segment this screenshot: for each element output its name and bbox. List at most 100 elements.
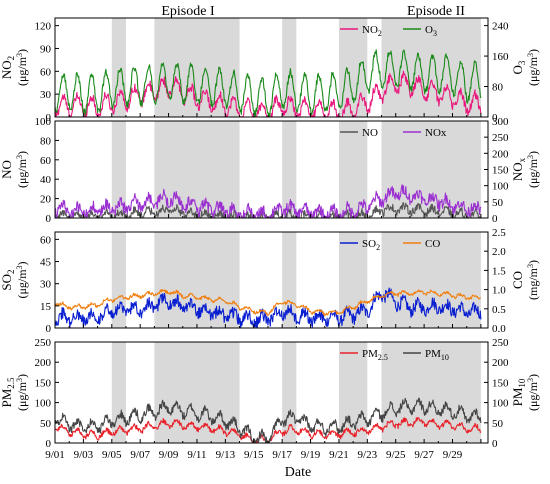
left-tick-label-p1-5: 100	[35, 116, 52, 128]
left-axis-title-3-unit: (μg/m3)	[15, 374, 29, 411]
legend-label-p3-0: PM2.5	[362, 348, 388, 362]
x-tick-label-14: 9/29	[443, 449, 463, 461]
panel-frame-2	[54, 231, 489, 329]
right-tick-label-p1-3: 150	[492, 165, 509, 177]
right-tick-label-p2-4: 2.0	[492, 246, 506, 258]
left-tick-label-p1-3: 60	[40, 155, 52, 167]
x-tick-label-7: 9/15	[244, 449, 264, 461]
series-line-p0-1	[54, 49, 482, 118]
left-axis-title-2: SO2	[0, 269, 16, 290]
right-tick-label-p0-2: 160	[492, 51, 509, 63]
right-tick-label-p1-4: 200	[492, 148, 509, 160]
right-tick-label-p2-2: 1.0	[492, 285, 506, 297]
left-tick-label-p0-3: 90	[40, 43, 52, 55]
episode-i-label: Episode I	[161, 4, 215, 19]
right-axis-title-0: O3	[510, 60, 527, 74]
left-tick-label-p2-2: 30	[40, 279, 52, 291]
left-tick-label-p2-3: 45	[40, 257, 52, 269]
right-tick-label-p1-1: 50	[492, 197, 504, 209]
shade-band-p1-2	[282, 121, 297, 218]
shade-band-p1-0	[111, 121, 126, 218]
legend-label-p1-1: NOx	[425, 127, 447, 139]
legend-label-p3-1: PM10	[425, 348, 449, 362]
right-tick-label-p0-0: 0	[492, 112, 498, 124]
shade-band-p0-2	[282, 18, 297, 117]
x-axis-title: Date	[285, 465, 311, 480]
series-line-p2-1	[54, 289, 482, 317]
x-tick-label-4: 9/09	[159, 449, 179, 461]
left-tick-label-p2-4: 60	[40, 234, 52, 246]
x-axis: 9/01 9/03 9/05 9/07 9/09 9/11 9/13 9/15 9/17 9/19…	[45, 449, 463, 461]
left-tick-label-p0-1: 30	[40, 89, 52, 101]
episode-shading	[111, 18, 481, 443]
right-axis-title-3-unit: (μg/m3)	[526, 374, 540, 411]
left-tick-label-p1-2: 40	[40, 174, 52, 186]
left-tick-label-p1-4: 80	[40, 135, 52, 147]
left-tick-label-p3-3: 150	[35, 377, 52, 389]
right-tick-label-p2-3: 1.5	[492, 265, 506, 277]
panel-frame-0	[54, 17, 489, 118]
legend-label-p2-0: SO2	[362, 238, 380, 252]
right-tick-label-p3-5: 250	[492, 337, 509, 349]
shade-band-p1-3	[338, 121, 368, 218]
right-tick-label-p0-3: 240	[492, 21, 509, 33]
legend-label-p2-1: CO	[425, 238, 440, 250]
left-tick-label-p3-2: 100	[35, 398, 52, 410]
right-axis-title-2: CO	[510, 271, 525, 289]
panel-frame-3	[54, 341, 489, 444]
right-axis-title-1: NOx	[510, 157, 527, 181]
left-axis-title-3: PM2.5	[0, 377, 16, 408]
left-axis-title-1: NO	[0, 160, 14, 179]
right-tick-label-p0-1: 80	[492, 82, 504, 94]
x-tick-label-9: 9/19	[301, 449, 321, 461]
right-tick-label-p3-4: 200	[492, 357, 509, 369]
left-tick-label-p3-0: 0	[46, 438, 52, 450]
shade-band-p3-2	[282, 342, 297, 443]
left-axis-title-0: NO2	[0, 56, 16, 79]
right-tick-label-p1-2: 100	[492, 181, 509, 193]
legend-label-p0-0: NO2	[362, 24, 382, 38]
shade-band-p1-4	[381, 121, 481, 218]
left-tick-label-p2-1: 15	[40, 301, 52, 313]
x-tick-label-6: 9/13	[216, 449, 236, 461]
right-tick-label-p3-3: 150	[492, 377, 509, 389]
right-axis-title-2-unit: (mg/m3)	[526, 260, 540, 300]
legend-label-p1-0: NO	[362, 127, 378, 139]
x-tick-label-1: 9/03	[74, 449, 94, 461]
legend-label-p0-1: O3	[425, 24, 437, 38]
x-tick-label-0: 9/01	[45, 449, 65, 461]
x-tick-label-13: 9/27	[414, 449, 434, 461]
left-tick-label-p1-0: 0	[46, 213, 52, 225]
x-tick-label-5: 9/11	[187, 449, 206, 461]
left-tick-label-p0-2: 60	[40, 66, 52, 78]
shade-band-p2-0	[111, 232, 126, 328]
x-tick-label-2: 9/05	[102, 449, 122, 461]
right-tick-label-p3-2: 100	[492, 398, 509, 410]
right-tick-label-p1-5: 250	[492, 132, 509, 144]
left-axis-title-2-unit: (μg/m3)	[15, 261, 29, 298]
right-axis-title-3: PM10	[510, 378, 527, 406]
left-tick-label-p0-0: 0	[46, 112, 52, 124]
right-axis-title-0-unit: (μg/m3)	[526, 49, 540, 86]
episode-ii-label: Episode II	[407, 4, 465, 19]
right-axis-title-1-unit: (μg/m3)	[526, 151, 540, 188]
right-tick-label-p2-5: 2.5	[492, 227, 506, 239]
right-tick-label-p2-1: 0.5	[492, 304, 506, 316]
left-tick-label-p2-0: 0	[46, 323, 52, 335]
x-tick-label-8: 9/17	[272, 449, 292, 461]
left-tick-label-p0-4: 120	[35, 21, 52, 33]
shade-band-p0-1	[154, 18, 240, 117]
left-tick-label-p1-1: 20	[40, 194, 52, 206]
x-tick-label-11: 9/23	[358, 449, 378, 461]
left-tick-label-p3-1: 50	[40, 418, 52, 430]
right-tick-label-p1-6: 300	[492, 116, 509, 128]
x-tick-label-12: 9/25	[386, 449, 406, 461]
right-tick-label-p1-0: 0	[492, 213, 498, 225]
left-tick-label-p3-5: 250	[35, 337, 52, 349]
shade-band-p1-1	[154, 121, 240, 218]
